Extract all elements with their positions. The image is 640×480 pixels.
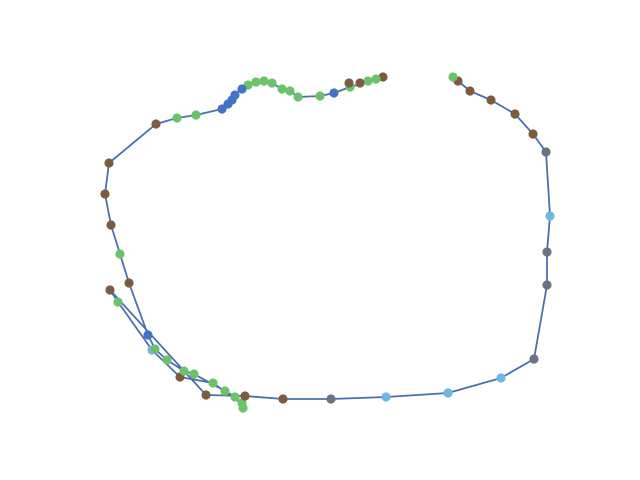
- trajectory-point-brown: [106, 220, 116, 230]
- trajectory-point-green: [363, 76, 373, 86]
- trajectory-point-green: [172, 113, 182, 123]
- trajectory-point-brown: [344, 78, 354, 88]
- trajectory-point-brown: [465, 86, 475, 96]
- trajectory-point-green: [285, 86, 295, 96]
- trajectory-point-green: [179, 366, 189, 376]
- trajectory-point-brown: [105, 285, 115, 295]
- trajectory-point-gray: [542, 280, 552, 290]
- trajectory-point-gray: [326, 394, 336, 404]
- trajectory-point-lightblue: [381, 392, 391, 402]
- trajectory-point-brown: [240, 391, 250, 401]
- trajectory-point-green: [277, 84, 287, 94]
- trajectory-point-lightblue: [545, 211, 555, 221]
- trajectory-point-blue: [217, 104, 227, 114]
- trajectory-points: [100, 72, 555, 413]
- trajectory-point-green: [115, 249, 125, 259]
- trajectory-point-green: [191, 110, 201, 120]
- trajectory-point-brown: [510, 109, 520, 119]
- trajectory-point-blue: [143, 330, 153, 340]
- trajectory-point-green: [267, 78, 277, 88]
- trajectory-point-brown: [528, 129, 538, 139]
- trajectory-point-green: [293, 92, 303, 102]
- trajectory-point-gray: [541, 147, 551, 157]
- trajectory-point-brown: [104, 158, 114, 168]
- trajectory-point-green: [208, 378, 218, 388]
- trajectory-point-blue: [237, 84, 247, 94]
- trajectory-point-brown: [124, 278, 134, 288]
- trajectory-point-green: [238, 403, 248, 413]
- trajectory-point-green: [230, 392, 240, 402]
- trajectory-point-green: [259, 76, 269, 86]
- trajectory-point-green: [315, 91, 325, 101]
- trajectory-point-green: [371, 74, 381, 84]
- trajectory-point-brown: [201, 390, 211, 400]
- trajectory-point-brown: [378, 72, 388, 82]
- trajectory-point-brown: [355, 78, 365, 88]
- trajectory-point-gray: [529, 354, 539, 364]
- trajectory-point-green: [162, 355, 172, 365]
- trajectory-point-green: [113, 297, 123, 307]
- trajectory-point-brown: [100, 189, 110, 199]
- trajectory-point-brown: [278, 394, 288, 404]
- trajectory-point-gray: [542, 247, 552, 257]
- trajectory-point-lightblue: [443, 388, 453, 398]
- trajectory-point-brown: [151, 119, 161, 129]
- trajectory-point-lightblue: [496, 373, 506, 383]
- trajectory-point-green: [448, 72, 458, 82]
- trajectory-point-green: [189, 369, 199, 379]
- trajectory-point-green: [150, 344, 160, 354]
- trajectory-point-green: [220, 386, 230, 396]
- trajectory-point-green: [251, 77, 261, 87]
- trajectory-point-blue: [329, 88, 339, 98]
- trajectory-line: [104, 76, 551, 409]
- trajectory-point-brown: [486, 95, 496, 105]
